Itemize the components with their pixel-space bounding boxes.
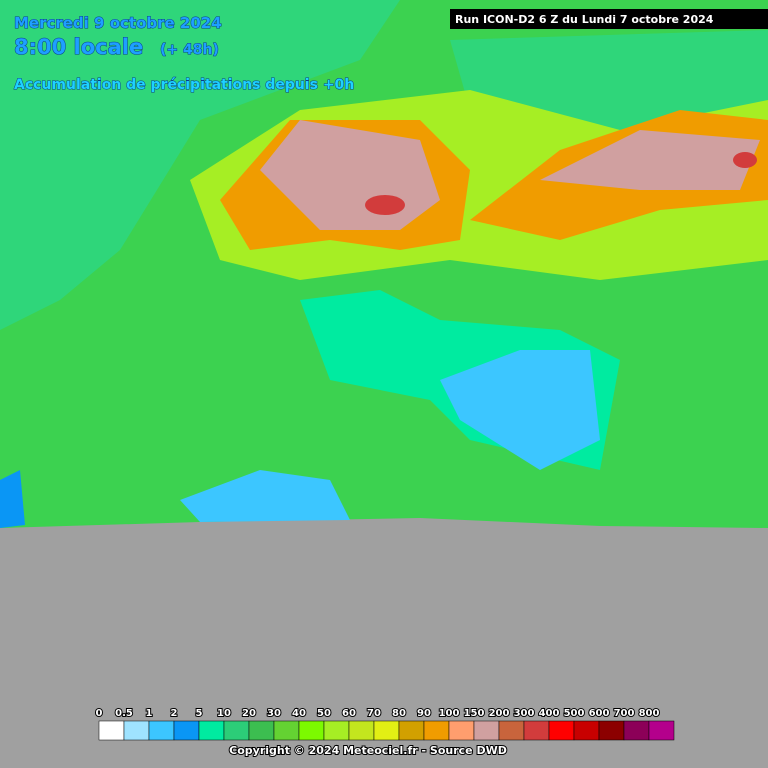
legend-label: 10	[217, 708, 231, 719]
legend-swatch	[498, 720, 525, 741]
time: 8:00 locale	[14, 35, 143, 59]
precip-blue	[440, 350, 600, 470]
legend-swatch	[248, 720, 275, 741]
legend-swatch	[648, 720, 675, 741]
legend-swatch	[623, 720, 650, 741]
legend-label: 300	[514, 708, 535, 719]
legend-label: 100	[439, 708, 460, 719]
legend-swatch	[523, 720, 550, 741]
run-label: Run ICON-D2 6 Z du Lundi 7 octobre 2024	[455, 13, 714, 26]
product: Accumulation de précipitations depuis +0…	[14, 77, 354, 93]
legend-label: 1	[146, 708, 153, 719]
legend-label: 90	[417, 708, 431, 719]
legend-swatch	[548, 720, 575, 741]
precip-max	[733, 152, 757, 168]
precip-blue	[0, 470, 25, 528]
legend-label: 0	[96, 708, 103, 719]
legend-swatch	[473, 720, 500, 741]
legend-swatch	[173, 720, 200, 741]
legend-label: 150	[464, 708, 485, 719]
precip-alps-east-core	[540, 130, 760, 190]
legend-label: 50	[317, 708, 331, 719]
legend-swatch	[423, 720, 450, 741]
legend-label: 60	[342, 708, 356, 719]
legend-swatch	[348, 720, 375, 741]
legend-swatch	[323, 720, 350, 741]
legend-swatch	[373, 720, 400, 741]
legend-label: 0.5	[115, 708, 133, 719]
precip-blue	[180, 470, 350, 522]
legend-swatch	[273, 720, 300, 741]
copyright: Copyright © 2024 Meteociel.fr - Source D…	[229, 744, 507, 757]
legend-label: 20	[242, 708, 256, 719]
precip-max	[365, 195, 405, 215]
legend-label: 500	[564, 708, 585, 719]
legend-swatch	[198, 720, 225, 741]
precip-low-north	[0, 0, 400, 330]
legend-label: 700	[614, 708, 635, 719]
legend-swatch	[573, 720, 600, 741]
legend-label: 800	[639, 708, 660, 719]
offset: (+ 48h)	[160, 42, 219, 58]
run-label-bg	[450, 9, 768, 29]
date: Mercredi 9 octobre 2024	[14, 14, 222, 32]
legend-swatch	[298, 720, 325, 741]
legend-label: 5	[196, 708, 203, 719]
legend-swatch	[598, 720, 625, 741]
legend-swatch	[98, 720, 125, 741]
legend-swatch	[223, 720, 250, 741]
legend-label: 80	[392, 708, 406, 719]
legend-swatch	[398, 720, 425, 741]
legend-swatch	[448, 720, 475, 741]
legend-label: 30	[267, 708, 281, 719]
legend-label: 600	[589, 708, 610, 719]
legend-label: 2	[171, 708, 178, 719]
legend-label: 400	[539, 708, 560, 719]
legend-swatch	[123, 720, 150, 741]
legend-label: 40	[292, 708, 306, 719]
legend-swatch	[148, 720, 175, 741]
legend-label: 70	[367, 708, 381, 719]
legend-label: 200	[489, 708, 510, 719]
legend: 0 0.5 1 2 5 10 20 30 40 50 60 70 80 90 100 150 200 300 400…	[95, 707, 675, 741]
